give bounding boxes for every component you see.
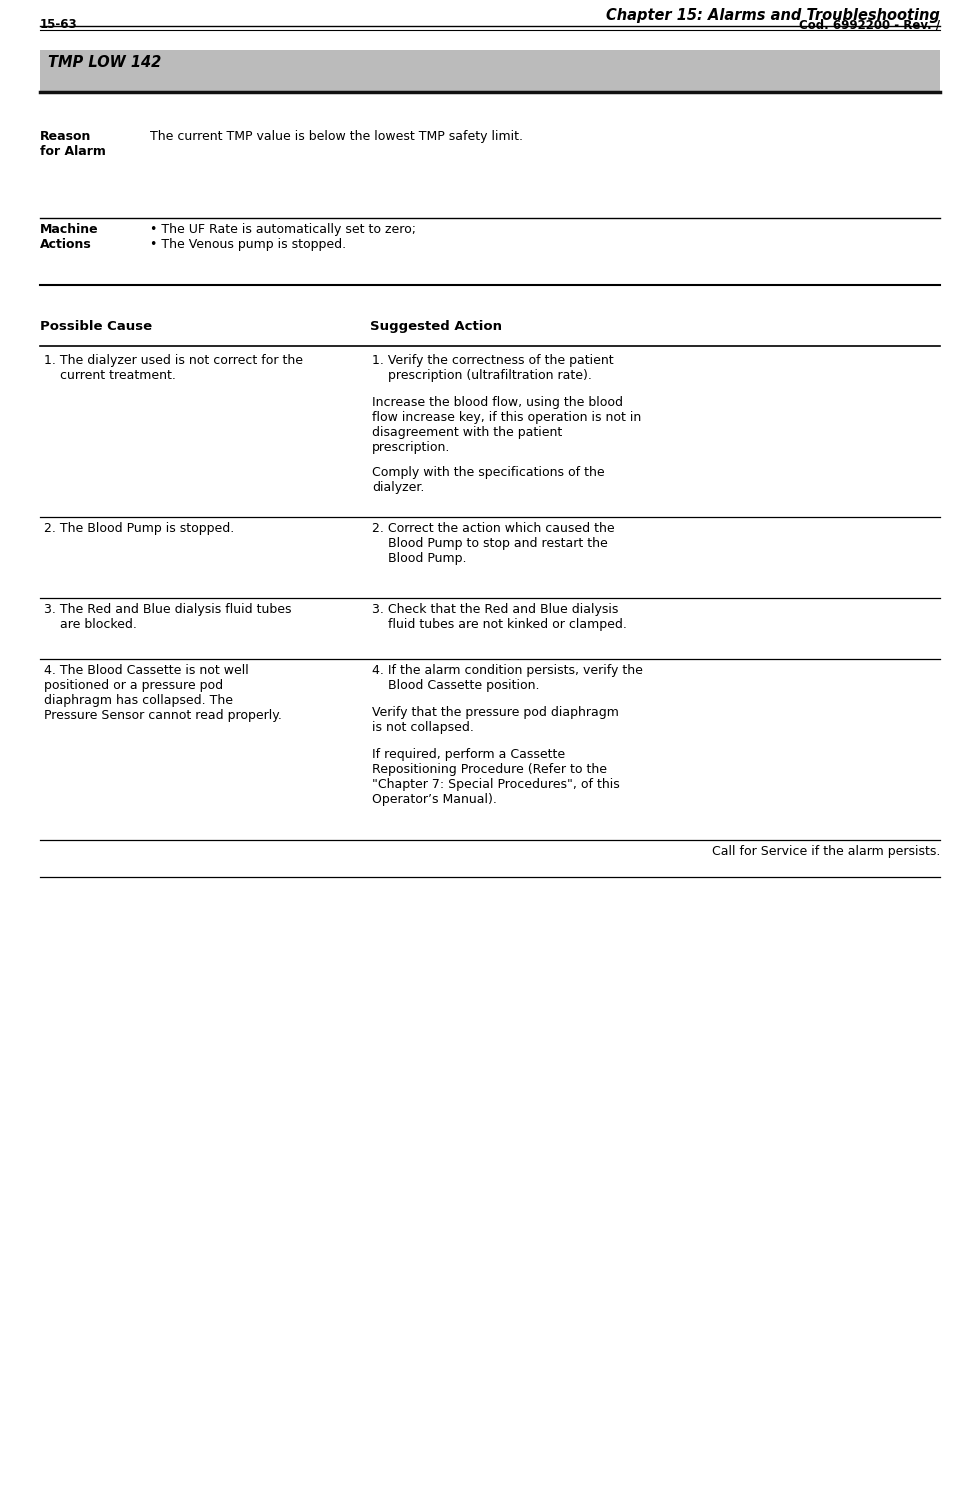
Text: 3. The Red and Blue dialysis fluid tubes
    are blocked.: 3. The Red and Blue dialysis fluid tubes… bbox=[44, 603, 291, 632]
Text: 4. The Blood Cassette is not well
positioned or a pressure pod
diaphragm has col: 4. The Blood Cassette is not well positi… bbox=[44, 663, 282, 722]
Text: Verify that the pressure pod diaphragm
is not collapsed.: Verify that the pressure pod diaphragm i… bbox=[372, 705, 619, 734]
Text: TMP LOW 142: TMP LOW 142 bbox=[48, 56, 162, 71]
Text: Possible Cause: Possible Cause bbox=[40, 320, 152, 332]
Text: 2. The Blood Pump is stopped.: 2. The Blood Pump is stopped. bbox=[44, 522, 234, 535]
Text: 3. Check that the Red and Blue dialysis
    fluid tubes are not kinked or clampe: 3. Check that the Red and Blue dialysis … bbox=[372, 603, 627, 632]
Text: 4. If the alarm condition persists, verify the
    Blood Cassette position.: 4. If the alarm condition persists, veri… bbox=[372, 663, 643, 692]
Text: • The UF Rate is automatically set to zero;
• The Venous pump is stopped.: • The UF Rate is automatically set to ze… bbox=[150, 223, 416, 251]
Text: 1. Verify the correctness of the patient
    prescription (ultrafiltration rate): 1. Verify the correctness of the patient… bbox=[372, 353, 613, 382]
Bar bbox=[40, 50, 940, 92]
Text: 2. Correct the action which caused the
    Blood Pump to stop and restart the
  : 2. Correct the action which caused the B… bbox=[372, 522, 614, 566]
Text: Suggested Action: Suggested Action bbox=[370, 320, 502, 332]
Text: Increase the blood flow, using the blood
flow increase key, if this operation is: Increase the blood flow, using the blood… bbox=[372, 396, 641, 454]
Text: 1. The dialyzer used is not correct for the
    current treatment.: 1. The dialyzer used is not correct for … bbox=[44, 353, 303, 382]
Text: Reason
for Alarm: Reason for Alarm bbox=[40, 129, 106, 158]
Text: 15-63: 15-63 bbox=[40, 18, 77, 32]
Text: Cod. 6992200 - Rev. /: Cod. 6992200 - Rev. / bbox=[799, 18, 940, 32]
Text: Call for Service if the alarm persists.: Call for Service if the alarm persists. bbox=[711, 845, 940, 857]
Text: If required, perform a Cassette
Repositioning Procedure (Refer to the
"Chapter 7: If required, perform a Cassette Repositi… bbox=[372, 747, 619, 806]
Text: Machine
Actions: Machine Actions bbox=[40, 223, 99, 251]
Text: Chapter 15: Alarms and Troubleshooting: Chapter 15: Alarms and Troubleshooting bbox=[606, 8, 940, 23]
Text: The current TMP value is below the lowest TMP safety limit.: The current TMP value is below the lowes… bbox=[150, 129, 523, 143]
Text: Comply with the specifications of the
dialyzer.: Comply with the specifications of the di… bbox=[372, 466, 605, 493]
